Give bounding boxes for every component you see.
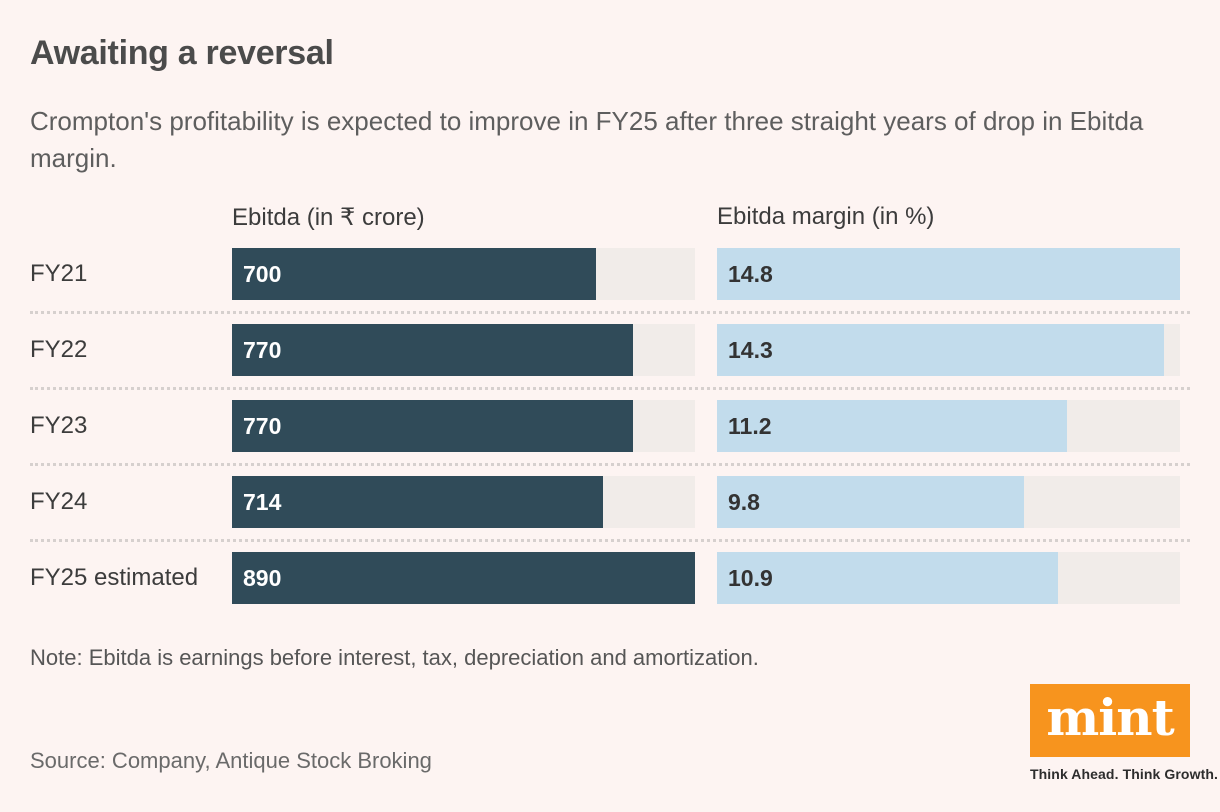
header-spacer [30,203,232,233]
bar-value-label: 9.8 [728,488,760,515]
bar-value-label: 10.9 [728,564,773,591]
column-headers: Ebitda (in ₹ crore) Ebitda margin (in %) [30,203,1180,233]
margin-bar: 9.8 [717,476,1024,528]
ebitda-column-header: Ebitda (in ₹ crore) [232,204,425,231]
ebitda-bar: 890 [232,552,695,604]
ebitda-bar: 770 [232,400,633,452]
bar-value-label: 700 [243,260,282,287]
row-separator [30,386,1190,390]
dual-bar-chart: Ebitda (in ₹ crore) Ebitda margin (in %)… [30,203,1190,604]
bar-value-label: 14.8 [728,260,773,287]
bar-value-label: 14.3 [728,336,773,363]
brand-tagline: Think Ahead. Think Growth. [1030,766,1218,782]
margin-bar-track: 14.8 [717,248,1180,300]
margin-bar: 10.9 [717,552,1058,604]
margin-bar: 11.2 [717,400,1068,452]
ebitda-bar: 700 [232,248,597,300]
row-label: FY24 [30,488,88,515]
chart-row-fy24: FY24 714 9.8 [30,476,1180,528]
footnote: Note: Ebitda is earnings before interest… [30,645,759,670]
margin-bar-track: 10.9 [717,552,1180,604]
brand-block: mint Think Ahead. Think Growth. [1030,684,1218,782]
row-separator [30,462,1190,466]
ebitda-bar: 770 [232,324,633,376]
ebitda-bar-track: 714 [232,476,695,528]
margin-bar-track: 9.8 [717,476,1180,528]
header-gap [695,203,717,233]
margin-column-header: Ebitda margin (in %) [717,203,935,230]
chart-row-fy22: FY22 770 14.3 [30,324,1180,376]
chart-row-fy25-estimated: FY25 estimated 890 10.9 [30,552,1180,604]
row-separator [30,538,1190,542]
margin-bar-track: 11.2 [717,400,1180,452]
chart-row-fy23: FY23 770 11.2 [30,400,1180,452]
row-label: FY25 estimated [30,564,199,591]
bar-value-label: 11.2 [728,412,772,439]
source-credit: Source: Company, Antique Stock Broking [30,748,432,773]
bar-value-label: 770 [243,412,282,439]
chart-subtitle: Crompton's profitability is expected to … [30,106,1144,173]
ebitda-bar-track: 770 [232,400,695,452]
margin-bar: 14.8 [717,248,1180,300]
margin-bar: 14.3 [717,324,1165,376]
bar-value-label: 770 [243,336,282,363]
row-label: FY22 [30,336,88,363]
row-label: FY21 [30,260,88,287]
bar-value-label: 890 [243,564,282,591]
ebitda-bar-track: 770 [232,324,695,376]
mint-logo-wordmark: mint [1046,687,1174,747]
chart-row-fy21: FY21 700 14.8 [30,248,1180,300]
row-separator [30,310,1190,314]
mint-logo: mint [1030,684,1190,757]
row-label: FY23 [30,412,88,439]
chart-rows: FY21 700 14.8 FY22 770 14.3 FY23 770 11.2 FY24 714… [30,248,1190,604]
bar-value-label: 714 [243,488,282,515]
ebitda-bar-track: 700 [232,248,695,300]
margin-bar-track: 14.3 [717,324,1180,376]
ebitda-bar: 714 [232,476,604,528]
page-title: Awaiting a reversal [30,34,334,72]
ebitda-bar-track: 890 [232,552,695,604]
